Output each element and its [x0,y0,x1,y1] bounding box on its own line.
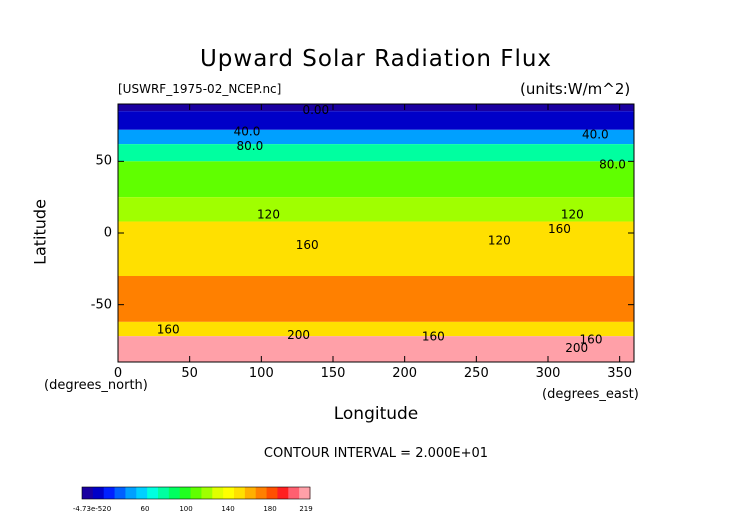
heatmap-band [118,104,634,112]
contour-label: 160 [157,322,180,336]
y-tick-label: 50 [95,153,112,169]
x-tick-label: 250 [463,366,489,381]
colorbar-tick-label: -4.73e-520 [72,505,112,513]
colorbar-swatch [158,487,170,499]
colorbar-swatch [277,487,289,499]
colorbar-tick-label: 140 [221,505,235,513]
colorbar-swatch [244,487,257,499]
colorbar-swatch [223,487,235,499]
heatmap-band [118,161,634,198]
units-label: (units:W/m^2) [520,80,631,98]
heatmap-band [118,111,634,130]
heatmap-band [118,221,634,276]
colorbar-swatch [82,487,94,499]
colorbar-frame [81,486,311,500]
x-tick-label: 150 [320,366,346,381]
contour-label: 120 [257,208,280,222]
colorbar-tick-label: 60 [140,505,150,513]
file-label: [USWRF_1975-02_NCEP.nc] [118,82,282,96]
colorbar-swatch [103,487,116,499]
colorbar-swatch [299,487,311,499]
x-tick-label: 50 [181,366,198,381]
colorbar-tick-label: 219 [299,505,313,513]
chart-title: Upward Solar Radiation Flux [199,46,553,72]
contour-interval-label: CONTOUR INTERVAL = 2.000E+01 [263,446,489,461]
colorbar-swatch [136,487,148,499]
y-tick-label: 0 [103,225,112,241]
x-tick-label: 300 [535,366,561,381]
colorbar-swatch [190,487,202,499]
colorbar-tick-label: 100 [179,505,193,513]
contour-label: 0.00 [302,103,329,117]
contour-label: 40.0 [582,127,609,141]
colorbar-swatch [234,487,246,499]
colorbar-swatch [201,487,213,499]
x-tick-label: 200 [392,366,418,381]
x-tick-label: 350 [607,366,633,381]
heatmap-band [118,321,634,337]
x-units-label-right: (degrees_east) [542,387,639,402]
contour-label: 160 [422,330,445,344]
contour-label: 160 [548,222,571,236]
heatmap-band [118,129,634,145]
contour-label: 200 [287,328,310,342]
contour-label: 120 [488,233,511,247]
contour-label: 200 [565,341,588,355]
colorbar-swatch [288,487,300,499]
heatmap-band [118,276,634,322]
contour-label: 40.0 [234,125,261,139]
heatmap-band [118,336,634,362]
colorbar-swatch [212,487,224,499]
x-units-label-left: (degrees_north) [44,378,148,393]
colorbar-swatch [147,487,159,499]
x-axis-label: Longitude [333,404,419,424]
contour-label: 160 [580,332,603,346]
colorbar-swatch [255,487,268,499]
contour-label: 160 [296,238,319,252]
x-tick-label: 100 [248,366,274,381]
contour-label: 120 [561,208,584,222]
x-tick-label: 0 [113,366,123,381]
colorbar-swatch [114,487,126,499]
colorbar-swatch [168,487,181,499]
heatmap-band [118,197,634,222]
colorbar-swatch [266,487,278,499]
colorbar-tick-label: 180 [263,505,277,513]
y-axis-label: Latitude [30,199,50,265]
colorbar-swatch [92,487,105,499]
colorbar-swatch [125,487,137,499]
y-tick-label: -50 [90,297,112,313]
contour-label: 80.0 [237,139,264,153]
contour-label: 80.0 [599,158,626,172]
colorbar-swatch [179,487,192,499]
heatmap-band [118,144,634,162]
